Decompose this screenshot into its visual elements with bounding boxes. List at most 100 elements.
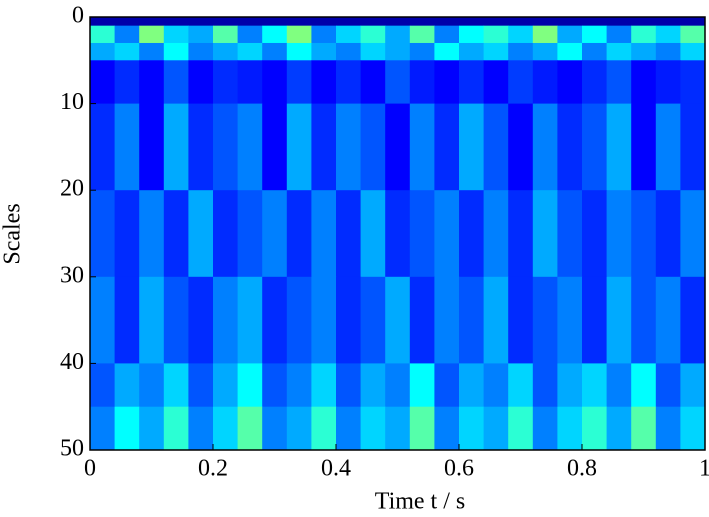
heatmap-cell bbox=[655, 42, 681, 61]
x-tick-label: 0.2 bbox=[198, 456, 228, 482]
heatmap-cell bbox=[385, 60, 411, 105]
heatmap-cell bbox=[680, 190, 706, 278]
heatmap-cell bbox=[557, 406, 583, 451]
heatmap-cell bbox=[557, 60, 583, 105]
heatmap-cell bbox=[114, 190, 140, 278]
heatmap-cell bbox=[434, 190, 460, 278]
heatmap-cell bbox=[360, 60, 386, 105]
heatmap-cell bbox=[532, 103, 558, 191]
heatmap-cell bbox=[90, 103, 116, 191]
heatmap-cell bbox=[409, 25, 435, 44]
heatmap-cell bbox=[237, 17, 263, 27]
x-axis-label: Time t / s bbox=[375, 489, 465, 515]
heatmap-cell bbox=[631, 103, 657, 191]
heatmap-cell bbox=[114, 276, 140, 364]
heatmap-cell bbox=[385, 363, 411, 408]
heatmap-cell bbox=[262, 42, 288, 61]
heatmap-cell bbox=[508, 60, 534, 105]
heatmap-cell bbox=[459, 60, 485, 105]
heatmap-cell bbox=[336, 60, 362, 105]
y-axis-label: Scales bbox=[0, 203, 26, 264]
heatmap-cell bbox=[262, 17, 288, 27]
heatmap-cell bbox=[360, 17, 386, 27]
heatmap-cell bbox=[459, 103, 485, 191]
heatmap-cell bbox=[213, 190, 239, 278]
heatmap-cell bbox=[114, 60, 140, 105]
heatmap-cell bbox=[680, 25, 706, 44]
heatmap-cell bbox=[114, 25, 140, 44]
heatmap-cell bbox=[483, 42, 509, 61]
y-tick-label: 10 bbox=[60, 89, 84, 115]
x-tick-label: 0.8 bbox=[567, 456, 597, 482]
x-tick-label: 0.4 bbox=[321, 456, 351, 482]
heatmap-cell bbox=[557, 190, 583, 278]
heatmap-cell bbox=[262, 363, 288, 408]
heatmap-cell bbox=[582, 406, 608, 451]
heatmap-cell bbox=[336, 276, 362, 364]
heatmap-cell bbox=[188, 17, 214, 27]
heatmap-cell bbox=[237, 190, 263, 278]
heatmap-cell bbox=[508, 17, 534, 27]
heatmap-cell bbox=[459, 363, 485, 408]
heatmap-cell bbox=[655, 276, 681, 364]
heatmap-cell bbox=[163, 406, 189, 451]
heatmap-cell bbox=[90, 25, 116, 44]
heatmap-cell bbox=[336, 103, 362, 191]
heatmap-cell bbox=[139, 42, 165, 61]
heatmap-cell bbox=[385, 276, 411, 364]
heatmap-cell bbox=[213, 60, 239, 105]
heatmap-cell bbox=[459, 42, 485, 61]
heatmap-cell bbox=[188, 103, 214, 191]
heatmap-cell bbox=[237, 276, 263, 364]
heatmap-cell bbox=[90, 406, 116, 451]
heatmap-cell bbox=[311, 17, 337, 27]
heatmap-cell bbox=[483, 60, 509, 105]
heatmap-cell bbox=[606, 17, 632, 27]
heatmap-cell bbox=[90, 363, 116, 408]
heatmap-cell bbox=[262, 276, 288, 364]
heatmap-cell bbox=[311, 190, 337, 278]
heatmap-cell bbox=[434, 42, 460, 61]
heatmap-cell bbox=[286, 17, 312, 27]
heatmap-cell bbox=[311, 363, 337, 408]
heatmap-cell bbox=[311, 25, 337, 44]
heatmap-cell bbox=[139, 363, 165, 408]
heatmap-cell bbox=[163, 42, 189, 61]
heatmap-cell bbox=[114, 103, 140, 191]
heatmap-cell bbox=[139, 103, 165, 191]
heatmap-cell bbox=[532, 25, 558, 44]
heatmap-cell bbox=[188, 42, 214, 61]
heatmap-cell bbox=[163, 60, 189, 105]
heatmap-cell bbox=[385, 17, 411, 27]
heatmap-cell bbox=[483, 406, 509, 451]
heatmap-cell bbox=[631, 60, 657, 105]
heatmap-cell bbox=[680, 17, 706, 27]
heatmap-cell bbox=[483, 363, 509, 408]
heatmap-cell bbox=[655, 103, 681, 191]
heatmap-cell bbox=[680, 60, 706, 105]
heatmap-cell bbox=[557, 17, 583, 27]
heatmap-cell bbox=[237, 60, 263, 105]
heatmap-cell bbox=[262, 60, 288, 105]
heatmap-cell bbox=[286, 103, 312, 191]
heatmap-cell bbox=[631, 363, 657, 408]
heatmap-cell bbox=[655, 190, 681, 278]
heatmap-cell bbox=[631, 406, 657, 451]
heatmap-cell bbox=[114, 42, 140, 61]
heatmap-cell bbox=[360, 25, 386, 44]
heatmap-cell bbox=[360, 190, 386, 278]
heatmap-cell bbox=[213, 406, 239, 451]
y-tick-label: 40 bbox=[60, 349, 84, 375]
heatmap-cell bbox=[459, 25, 485, 44]
heatmap-cell bbox=[213, 25, 239, 44]
heatmap-cell bbox=[385, 25, 411, 44]
heatmap-cell bbox=[336, 190, 362, 278]
heatmap-cell bbox=[631, 25, 657, 44]
heatmap-cell bbox=[114, 406, 140, 451]
heatmap-cell bbox=[385, 406, 411, 451]
heatmap-cell bbox=[655, 60, 681, 105]
heatmap-cell bbox=[655, 363, 681, 408]
heatmap-cell bbox=[483, 25, 509, 44]
heatmap-cell bbox=[409, 406, 435, 451]
